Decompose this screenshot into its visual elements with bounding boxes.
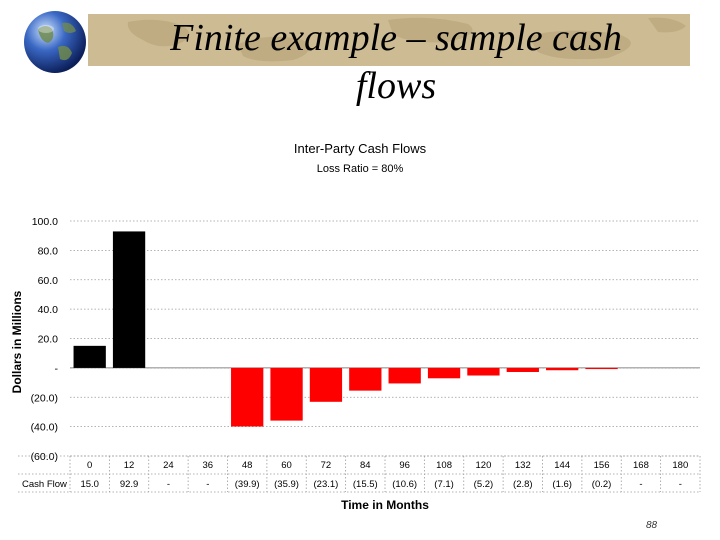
x-tick-label: 48 bbox=[242, 460, 253, 471]
x-tick-label: 96 bbox=[399, 460, 410, 471]
slide-title-line-1: Finite example – sample cash bbox=[170, 17, 622, 59]
slide-title: Finite example – sample cash flows bbox=[96, 14, 696, 110]
bar-48 bbox=[231, 367, 264, 427]
x-tick-label: 12 bbox=[124, 460, 135, 471]
y-tick-label: (20.0) bbox=[31, 392, 58, 404]
y-tick-label: 20.0 bbox=[38, 334, 59, 346]
x-tick-label: 120 bbox=[476, 460, 492, 471]
table-row-label: Cash Flow bbox=[22, 479, 67, 490]
bar-108 bbox=[427, 367, 461, 379]
grid-lines bbox=[70, 220, 700, 457]
x-tick-label: 84 bbox=[360, 460, 371, 471]
x-axis-label: Time in Months bbox=[341, 498, 429, 512]
bar-60 bbox=[270, 367, 303, 421]
x-tick-label: 144 bbox=[554, 460, 570, 471]
cash-flow-value: (0.2) bbox=[592, 479, 612, 490]
x-tick-label: 168 bbox=[633, 460, 649, 471]
y-tick-label: 40.0 bbox=[38, 304, 59, 316]
cash-flow-value: - bbox=[639, 479, 642, 490]
bar-120 bbox=[467, 367, 500, 376]
bars bbox=[73, 231, 618, 427]
y-axis-label: Dollars in Millions bbox=[10, 290, 24, 393]
x-tick-label: 72 bbox=[321, 460, 332, 471]
page-number: 88 bbox=[646, 520, 658, 531]
x-tick-label: 156 bbox=[594, 460, 610, 471]
x-tick-label: 0 bbox=[87, 460, 92, 471]
bar-72 bbox=[309, 367, 343, 402]
y-tick-label: (40.0) bbox=[31, 422, 58, 434]
chart-title: Inter-Party Cash Flows bbox=[294, 141, 427, 156]
bar-84 bbox=[349, 367, 382, 391]
cash-flow-value: - bbox=[679, 479, 682, 490]
x-tick-label: 24 bbox=[163, 460, 174, 471]
x-tick-label: 108 bbox=[436, 460, 452, 471]
bar-96 bbox=[388, 367, 421, 384]
x-tick-label: 180 bbox=[672, 460, 688, 471]
bar-12 bbox=[112, 231, 146, 368]
y-tick-label: 80.0 bbox=[38, 245, 59, 257]
slide-title-line-2: flows bbox=[355, 65, 437, 107]
bar-144 bbox=[546, 367, 579, 371]
cash-flow-value: (7.1) bbox=[434, 479, 454, 490]
cash-flow-value: (10.6) bbox=[392, 479, 417, 490]
cash-flow-value: (2.8) bbox=[513, 479, 533, 490]
bar-0 bbox=[73, 345, 106, 368]
x-tick-label: 36 bbox=[203, 460, 214, 471]
cash-flow-value: (23.1) bbox=[314, 479, 339, 490]
cash-flow-value: (5.2) bbox=[474, 479, 494, 490]
cash-flow-value: (1.6) bbox=[552, 479, 572, 490]
x-tick-label: 60 bbox=[281, 460, 292, 471]
y-tick-label: (60.0) bbox=[31, 451, 58, 463]
cash-flow-value: 15.0 bbox=[80, 479, 99, 490]
y-tick-label: 60.0 bbox=[38, 275, 59, 287]
data-table: Cash Flow 0 15.0 12 92.9 24 - 36 - 48 (39.9) 60 (35.… bbox=[18, 455, 701, 493]
world-map-decoration bbox=[127, 17, 686, 62]
globe-icon bbox=[24, 11, 86, 73]
bar-132 bbox=[506, 367, 539, 372]
cash-flow-value: - bbox=[167, 479, 170, 490]
y-tick-label: 100.0 bbox=[32, 216, 58, 228]
y-tick-labels: 100.0 80.0 60.0 40.0 20.0 - (20.0) (40.0) (60.0) bbox=[31, 216, 59, 463]
title-banner bbox=[88, 14, 690, 66]
cash-flow-value: (35.9) bbox=[274, 479, 299, 490]
bar-156 bbox=[585, 367, 618, 370]
x-tick-label: 132 bbox=[515, 460, 531, 471]
cash-flow-value: (39.9) bbox=[235, 479, 260, 490]
cash-flow-value: (15.5) bbox=[353, 479, 378, 490]
chart-subtitle: Loss Ratio = 80% bbox=[317, 163, 404, 175]
y-tick-label: - bbox=[55, 363, 59, 375]
cash-flow-value: 92.9 bbox=[120, 479, 139, 490]
cash-flow-value: - bbox=[206, 479, 209, 490]
